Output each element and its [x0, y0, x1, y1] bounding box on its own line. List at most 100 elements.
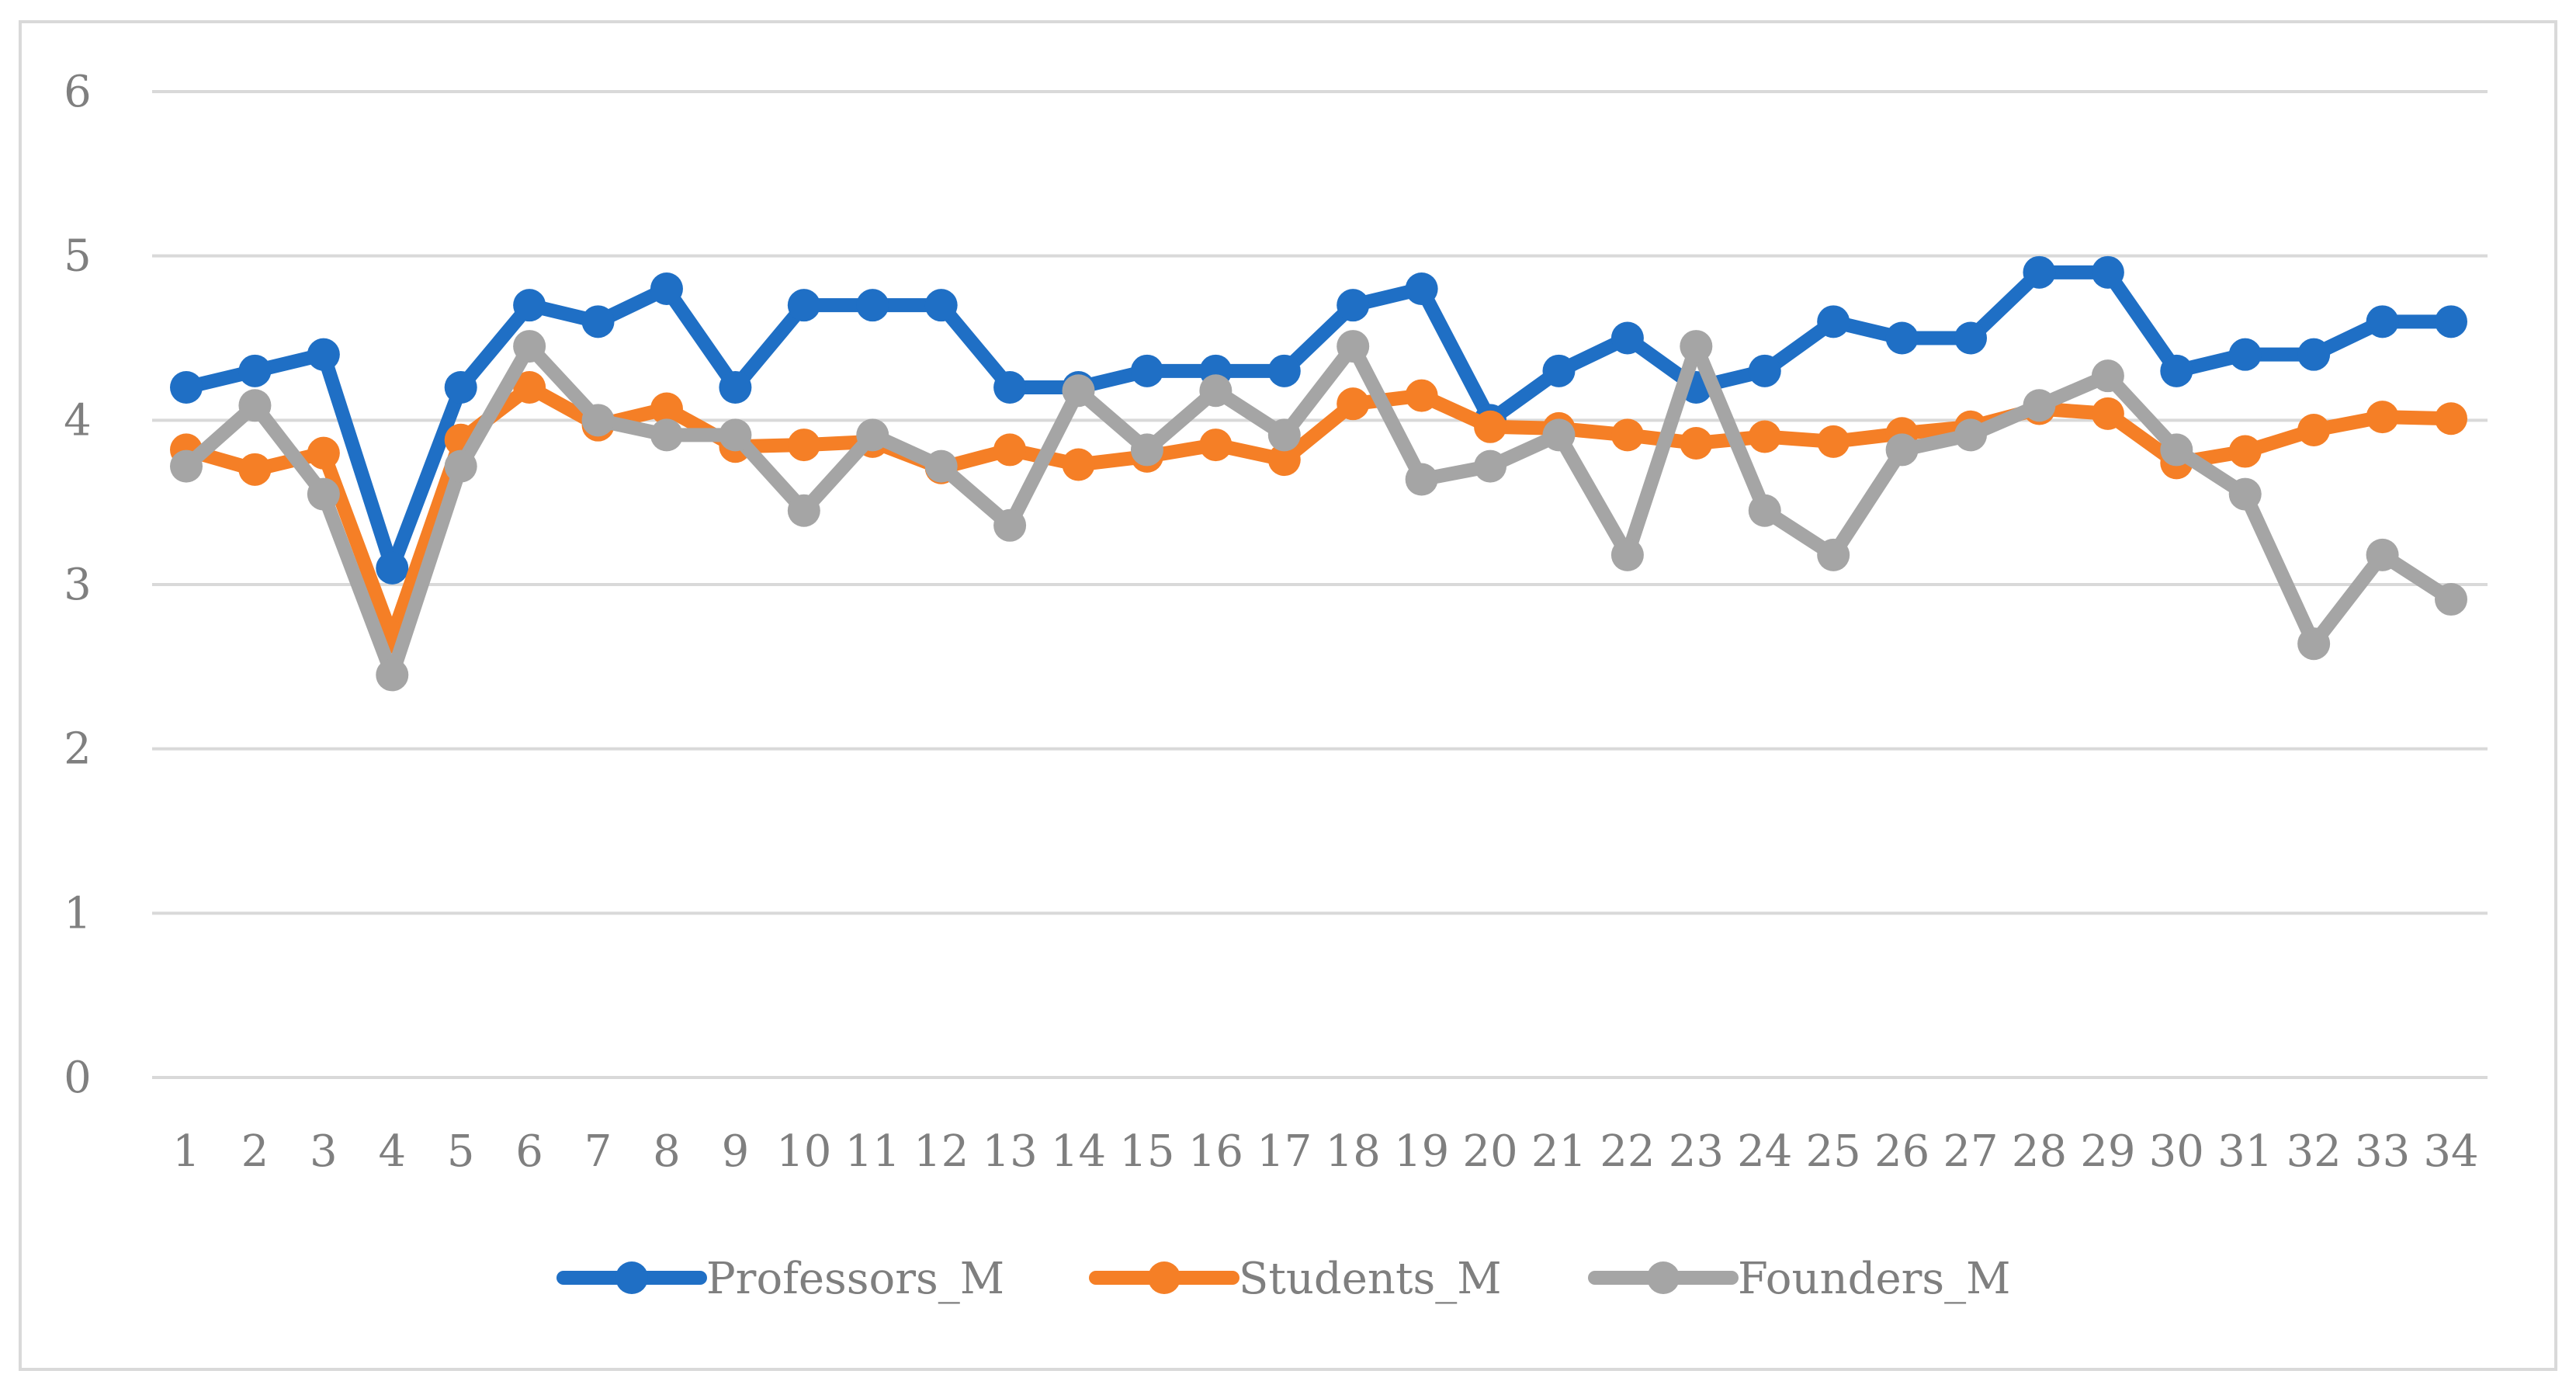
x-tick-label: 1	[172, 1126, 200, 1177]
data-point	[1474, 410, 1507, 443]
data-point	[1885, 321, 1919, 355]
data-point	[1199, 429, 1233, 462]
x-tick-label: 21	[1531, 1126, 1586, 1177]
y-axis-ticks: 0 1 2 3 4 5 6	[64, 67, 92, 1103]
x-tick-label: 7	[584, 1126, 612, 1177]
x-tick-label: 19	[1394, 1126, 1449, 1177]
data-point	[1817, 425, 1850, 458]
data-point	[1610, 538, 1644, 571]
data-point	[2297, 414, 2331, 447]
data-point	[1680, 330, 1713, 363]
legend-entry: Professors_M	[556, 1254, 1004, 1304]
data-point	[787, 494, 820, 527]
x-tick-label: 12	[914, 1126, 969, 1177]
data-point	[993, 371, 1027, 404]
data-point	[1337, 330, 1370, 363]
data-point	[1267, 443, 1301, 477]
data-point	[650, 392, 683, 425]
x-tick-label: 9	[722, 1126, 750, 1177]
y-tick-label: 1	[64, 888, 92, 939]
data-point	[2091, 255, 2124, 289]
data-point	[376, 658, 409, 692]
data-point	[2160, 354, 2193, 387]
x-tick-label: 18	[1326, 1126, 1381, 1177]
data-point	[1267, 354, 1301, 387]
data-point	[1954, 418, 1988, 452]
data-point	[513, 289, 546, 322]
x-tick-label: 24	[1737, 1126, 1792, 1177]
data-point	[1610, 418, 1644, 452]
legend-entry: Students_M	[1089, 1254, 1502, 1304]
data-point	[376, 551, 409, 585]
data-point	[2435, 583, 2467, 616]
x-tick-label: 6	[515, 1126, 543, 1177]
data-point	[2366, 401, 2399, 434]
data-point	[1610, 321, 1644, 355]
legend-label: Founders_M	[1738, 1254, 2010, 1304]
x-tick-label: 4	[378, 1126, 406, 1177]
data-point	[1337, 289, 1370, 322]
legend-entry: Founders_M	[1588, 1254, 2010, 1304]
data-point	[444, 371, 477, 404]
data-point	[2297, 627, 2331, 661]
data-point	[1405, 272, 1438, 305]
x-tick-label: 3	[310, 1126, 338, 1177]
data-point	[924, 289, 958, 322]
legend: Professors_M Students_M Founders_M	[556, 1254, 2010, 1304]
chart-border	[19, 20, 2557, 1371]
data-point	[1542, 418, 1576, 452]
gridlines	[152, 90, 2488, 1079]
data-point	[1199, 374, 1233, 408]
data-point	[993, 433, 1027, 467]
y-tick-label: 5	[64, 231, 92, 282]
x-tick-label: 20	[1462, 1126, 1517, 1177]
series-line	[179, 339, 2458, 682]
x-tick-label: 14	[1051, 1126, 1106, 1177]
data-point	[2023, 255, 2056, 289]
x-tick-label: 30	[2149, 1126, 2204, 1177]
data-point	[581, 305, 615, 338]
data-point	[1748, 494, 1781, 527]
data-point	[444, 449, 477, 483]
series-line	[179, 265, 2458, 575]
data-point	[1680, 426, 1713, 460]
x-tick-label: 31	[2217, 1126, 2273, 1177]
data-point	[787, 429, 820, 462]
x-tick-label: 34	[2423, 1126, 2478, 1177]
x-tick-label: 15	[1119, 1126, 1174, 1177]
y-tick-label: 0	[64, 1053, 92, 1103]
data-point	[1542, 354, 1576, 387]
data-point	[513, 371, 546, 404]
data-point	[787, 289, 820, 322]
data-point	[2366, 538, 2399, 571]
y-tick-label: 2	[64, 724, 92, 775]
series-founders-m	[170, 330, 2467, 692]
x-tick-label: 28	[2012, 1126, 2067, 1177]
data-point	[1062, 448, 1095, 481]
x-tick-label: 10	[776, 1126, 831, 1177]
data-point	[2366, 305, 2399, 338]
data-point	[719, 418, 752, 452]
x-tick-label: 8	[653, 1126, 681, 1177]
data-point	[307, 436, 340, 470]
y-tick-label: 6	[64, 67, 92, 117]
data-point	[238, 453, 272, 486]
data-point	[650, 272, 683, 305]
data-point	[856, 418, 889, 452]
x-tick-label: 17	[1257, 1126, 1312, 1177]
data-point	[513, 330, 546, 363]
x-tick-label: 16	[1188, 1126, 1243, 1177]
series-layer	[170, 255, 2467, 692]
series-professors-m	[170, 255, 2467, 585]
data-point	[2435, 402, 2467, 436]
x-tick-label: 26	[1874, 1126, 1929, 1177]
x-tick-label: 13	[982, 1126, 1037, 1177]
data-point	[1405, 379, 1438, 412]
x-tick-label: 5	[447, 1126, 475, 1177]
data-point	[307, 477, 340, 511]
x-tick-label: 25	[1806, 1126, 1861, 1177]
x-tick-label: 29	[2080, 1126, 2135, 1177]
data-point	[1954, 321, 1988, 355]
